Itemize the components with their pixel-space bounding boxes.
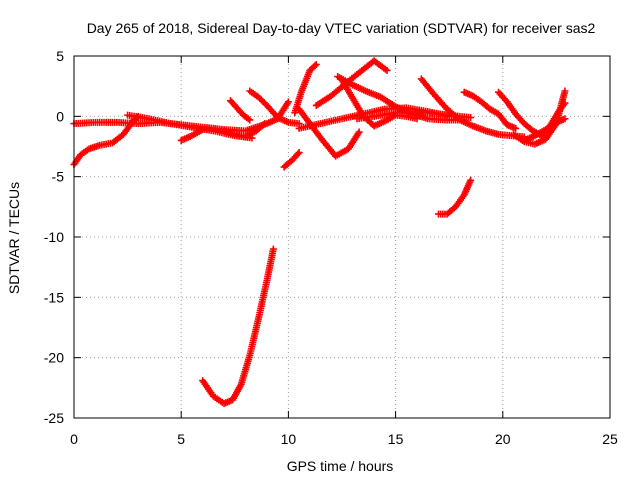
data-point — [246, 116, 254, 124]
data-point — [312, 60, 320, 68]
series-arc-4 — [177, 120, 269, 144]
series-arc-8 — [280, 149, 303, 171]
x-tick-label: 15 — [388, 431, 404, 447]
series-arc-7 — [199, 245, 277, 408]
data-point — [284, 98, 292, 106]
data-points — [70, 57, 569, 408]
data-point — [269, 245, 277, 253]
x-tick-labels: 0 5 10 15 20 25 — [70, 431, 618, 447]
series-arc-18 — [460, 88, 520, 132]
y-tick-labels: 5 0 -5 -10 -15 -20 -25 — [44, 48, 64, 426]
series-arc-17 — [434, 176, 475, 218]
y-tick-label: -10 — [44, 229, 64, 245]
series-arc-21 — [520, 115, 569, 144]
data-point — [261, 120, 269, 128]
series-arc-15 — [338, 76, 421, 130]
data-point — [561, 115, 569, 123]
series-arc-10 — [295, 105, 363, 160]
data-point — [413, 115, 421, 123]
y-axis-label: SDTVAR / TECUs — [6, 182, 22, 294]
y-tick-label: -5 — [52, 169, 65, 185]
y-tick-label: -15 — [44, 289, 64, 305]
x-tick-label: 25 — [602, 431, 618, 447]
data-point — [512, 124, 520, 132]
data-point — [467, 114, 475, 122]
data-point — [311, 62, 319, 70]
chart-title: Day 265 of 2018, Sidereal Day-to-day VTE… — [87, 20, 596, 36]
data-point — [467, 176, 475, 184]
y-tick-label: 5 — [56, 48, 64, 64]
series-arc-6 — [246, 87, 303, 128]
data-point — [295, 149, 303, 157]
plot-frame — [73, 55, 611, 419]
series-arc-5 — [227, 97, 254, 124]
x-tick-label: 10 — [281, 431, 297, 447]
x-tick-label: 5 — [177, 431, 185, 447]
data-point — [561, 87, 569, 95]
y-tick-label: -25 — [44, 410, 64, 426]
data-point — [259, 121, 267, 129]
data-point — [383, 66, 391, 74]
y-tick-label: -20 — [44, 350, 64, 366]
x-tick-label: 20 — [495, 431, 511, 447]
grid-lines — [74, 56, 610, 418]
data-point — [294, 150, 302, 158]
x-axis-label: GPS time / hours — [287, 458, 394, 474]
x-tick-label: 0 — [70, 431, 78, 447]
data-point — [355, 128, 363, 136]
y-tick-label: 0 — [56, 108, 64, 124]
